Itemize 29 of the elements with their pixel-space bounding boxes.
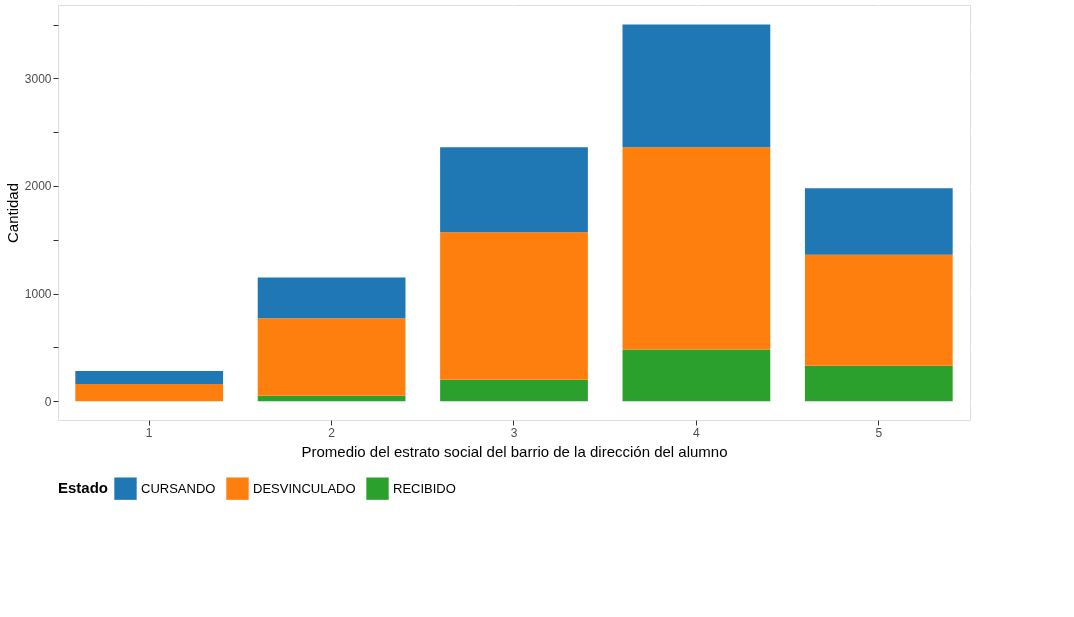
bar [75,383,224,402]
bar [804,188,953,255]
legend-label: RECIBIDO [393,480,456,496]
x-tick-label: 5 [875,425,883,440]
y-tick-label: 2000 [24,179,52,194]
x-tick-label: 4 [693,425,701,440]
bar [622,24,771,148]
y-tick-label: 0 [44,394,52,409]
bar [75,371,224,384]
bar [257,277,406,319]
bar [804,365,953,402]
x-tick-label: 1 [145,425,153,440]
legend-label: CURSANDO [141,480,216,496]
bar [257,395,406,402]
x-tick-label: 2 [328,425,336,440]
bar [622,147,771,350]
x-axis-title: Promedio del estrato social del barrio de la dirección del alumno [301,442,728,460]
bar [440,147,588,233]
bar [440,232,588,380]
bar [257,318,406,396]
bar [804,254,953,366]
x-tick-label: 3 [510,425,518,440]
legend-label: DESVINCULADO [253,480,356,496]
bar [440,379,588,402]
y-tick-label: 3000 [24,71,52,86]
bar [622,349,771,402]
y-axis-title: Cantidad [3,182,21,244]
y-tick-label: 1000 [24,287,52,302]
legend-title: Estado [58,479,109,496]
